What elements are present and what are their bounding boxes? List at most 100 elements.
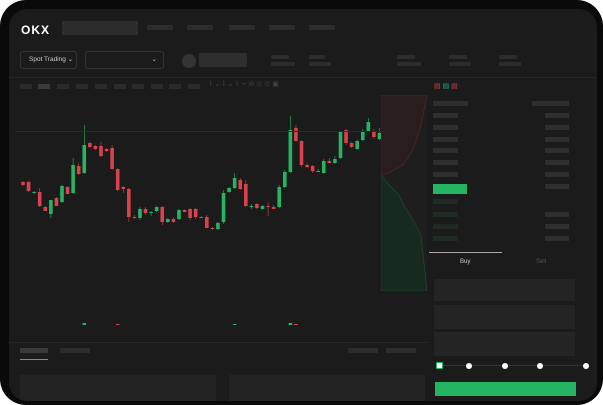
- candle-body[interactable]: [344, 130, 348, 143]
- candle-body[interactable]: [171, 219, 176, 222]
- slider-step[interactable]: [583, 363, 589, 369]
- candle-body[interactable]: [60, 186, 64, 202]
- buy-button[interactable]: [435, 382, 576, 396]
- candle-body[interactable]: [310, 166, 315, 171]
- candle-body[interactable]: [166, 219, 170, 222]
- candle-body[interactable]: [43, 207, 48, 211]
- total-input[interactable]: [434, 332, 575, 356]
- candle-body[interactable]: [277, 187, 282, 207]
- amount-input[interactable]: [434, 305, 575, 329]
- filter-button[interactable]: [386, 348, 416, 353]
- candle-body[interactable]: [338, 132, 343, 158]
- candle-body[interactable]: [244, 184, 248, 206]
- candlestick-chart[interactable]: [15, 95, 385, 325]
- candle-body[interactable]: [349, 143, 354, 147]
- chart-tools-icons[interactable]: ⌇ ⌄ ⌇ ⌄ ⌇ ∼ ⊘ ◎ ⊙ ▣: [209, 81, 279, 88]
- filter-button[interactable]: [348, 348, 378, 353]
- candle-body[interactable]: [149, 212, 153, 213]
- candle-body[interactable]: [82, 145, 87, 173]
- tab-order-history[interactable]: [60, 348, 90, 353]
- interval-button[interactable]: [188, 84, 200, 89]
- candle-body[interactable]: [366, 122, 371, 131]
- candle-body[interactable]: [355, 141, 359, 149]
- candle-body[interactable]: [104, 149, 109, 151]
- candle-body[interactable]: [282, 172, 287, 187]
- candle-body[interactable]: [216, 223, 220, 229]
- candle-body[interactable]: [227, 188, 231, 192]
- sell-tab[interactable]: Sell: [536, 259, 547, 265]
- interval-button[interactable]: [20, 84, 32, 89]
- candle-body[interactable]: [132, 217, 137, 218]
- candle-body[interactable]: [21, 182, 25, 185]
- slider-step[interactable]: [466, 363, 472, 369]
- candle-body[interactable]: [93, 146, 98, 149]
- candle-body[interactable]: [37, 192, 42, 206]
- candle-body[interactable]: [288, 130, 293, 172]
- candle-body[interactable]: [54, 198, 59, 206]
- candle-body[interactable]: [372, 131, 376, 137]
- asks-view-icon[interactable]: ▤: [451, 83, 458, 90]
- candle-body[interactable]: [221, 193, 226, 222]
- amount-slider-track[interactable]: [439, 365, 589, 366]
- interval-button[interactable]: [151, 84, 163, 89]
- slider-step[interactable]: [502, 363, 508, 369]
- candle-body[interactable]: [49, 200, 53, 214]
- candle-body[interactable]: [232, 178, 237, 188]
- candle-body[interactable]: [121, 187, 126, 189]
- candle-body[interactable]: [377, 133, 382, 139]
- candle-body[interactable]: [333, 159, 337, 163]
- interval-button[interactable]: [95, 84, 107, 89]
- candle-body[interactable]: [154, 207, 159, 211]
- candle-body[interactable]: [182, 210, 187, 212]
- bids-view-icon[interactable]: ▤: [442, 83, 450, 90]
- candle-body[interactable]: [299, 141, 304, 165]
- candle-body[interactable]: [260, 206, 265, 209]
- search-bar[interactable]: [62, 21, 138, 35]
- candle-body[interactable]: [249, 206, 254, 207]
- candle-body[interactable]: [193, 209, 198, 217]
- candle-body[interactable]: [188, 209, 192, 218]
- slider-step[interactable]: [537, 363, 543, 369]
- nav-item[interactable]: [147, 25, 173, 30]
- both-view-icon[interactable]: ▤: [434, 83, 441, 90]
- pair-select[interactable]: ⌄: [85, 51, 164, 69]
- market-select[interactable]: Spot Trading ⌄: [20, 51, 77, 69]
- nav-item[interactable]: [229, 25, 255, 30]
- candle-body[interactable]: [305, 165, 309, 167]
- candle-body[interactable]: [238, 180, 243, 189]
- candle-body[interactable]: [138, 209, 142, 218]
- candle-body[interactable]: [26, 182, 31, 191]
- interval-button[interactable]: [76, 84, 88, 89]
- nav-item[interactable]: [269, 25, 295, 30]
- candle-body[interactable]: [255, 204, 259, 208]
- interval-button[interactable]: [57, 84, 69, 89]
- candle-body[interactable]: [294, 128, 298, 141]
- candle-body[interactable]: [32, 192, 36, 193]
- interval-button[interactable]: [132, 84, 144, 89]
- orderbook-view-icons[interactable]: ▤ ▤ ▤: [434, 82, 458, 90]
- candle-body[interactable]: [127, 189, 131, 217]
- candle-body[interactable]: [266, 206, 270, 207]
- price-input[interactable]: [434, 279, 575, 301]
- candle-body[interactable]: [199, 217, 204, 218]
- nav-item[interactable]: [187, 25, 213, 30]
- interval-button[interactable]: [169, 84, 181, 89]
- candle-body[interactable]: [205, 217, 209, 228]
- candle-body[interactable]: [271, 207, 276, 209]
- candle-body[interactable]: [110, 148, 114, 169]
- nav-item[interactable]: [309, 25, 335, 30]
- candle-body[interactable]: [115, 169, 120, 190]
- candle-body[interactable]: [160, 207, 165, 222]
- slider-handle[interactable]: [436, 362, 443, 369]
- candle-body[interactable]: [177, 210, 181, 219]
- tab-open-orders[interactable]: [20, 348, 48, 353]
- candle-body[interactable]: [327, 161, 332, 163]
- interval-button[interactable]: [114, 84, 126, 89]
- buy-tab[interactable]: Buy: [460, 259, 471, 265]
- candle-body[interactable]: [360, 131, 365, 140]
- candle-body[interactable]: [321, 161, 326, 173]
- candle-body[interactable]: [316, 171, 321, 172]
- candle-body[interactable]: [76, 166, 81, 174]
- candle-body[interactable]: [71, 165, 75, 193]
- candle-body[interactable]: [143, 209, 148, 213]
